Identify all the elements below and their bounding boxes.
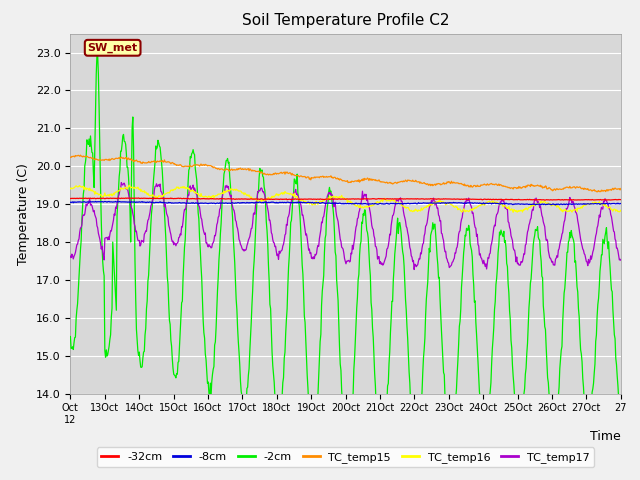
- X-axis label: Time: Time: [590, 431, 621, 444]
- Title: Soil Temperature Profile C2: Soil Temperature Profile C2: [242, 13, 449, 28]
- Y-axis label: Temperature (C): Temperature (C): [17, 163, 30, 264]
- Text: SW_met: SW_met: [88, 43, 138, 53]
- Legend: -32cm, -8cm, -2cm, TC_temp15, TC_temp16, TC_temp17: -32cm, -8cm, -2cm, TC_temp15, TC_temp16,…: [97, 447, 594, 467]
